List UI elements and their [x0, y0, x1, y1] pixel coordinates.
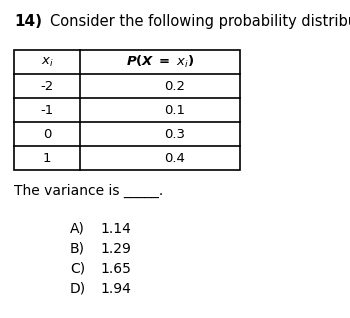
Text: 1: 1 [43, 151, 51, 164]
Text: D): D) [70, 282, 86, 296]
Text: 0.4: 0.4 [164, 151, 186, 164]
Text: The variance is _____.: The variance is _____. [14, 184, 163, 198]
Text: C): C) [70, 262, 85, 276]
Text: -2: -2 [40, 80, 54, 93]
Text: B): B) [70, 242, 85, 256]
Text: A): A) [70, 222, 85, 236]
Text: 1.29: 1.29 [100, 242, 131, 256]
Text: 0.1: 0.1 [164, 103, 186, 116]
Text: 14): 14) [14, 14, 42, 29]
Text: 1.94: 1.94 [100, 282, 131, 296]
Text: $\boldsymbol{P(X\ =\ x_i)}$: $\boldsymbol{P(X\ =\ x_i)}$ [126, 54, 194, 70]
Text: 1.14: 1.14 [100, 222, 131, 236]
Text: Consider the following probability distribution.: Consider the following probability distr… [50, 14, 350, 29]
Text: 0.3: 0.3 [164, 128, 186, 141]
Text: -1: -1 [40, 103, 54, 116]
Bar [14, 50, 240, 170]
Text: 0.2: 0.2 [164, 80, 186, 93]
Text: 0: 0 [43, 128, 51, 141]
Text: $\boldsymbol{x_i}$: $\boldsymbol{x_i}$ [41, 55, 53, 69]
Text: 1.65: 1.65 [100, 262, 131, 276]
